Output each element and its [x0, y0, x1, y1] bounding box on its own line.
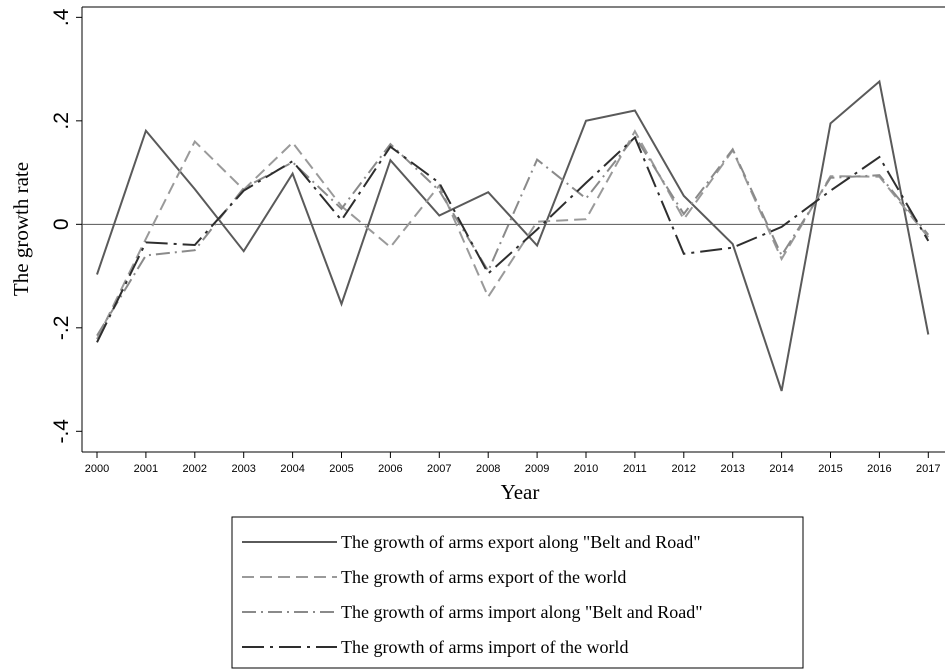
x-tick-label: 2009 [525, 463, 549, 475]
x-tick-label: 2003 [231, 463, 255, 475]
x-tick-label: 2015 [818, 463, 842, 475]
y-tick-label: 0 [50, 218, 73, 230]
y-tick-label: -.4 [50, 419, 73, 444]
series-line-2 [96, 129, 930, 340]
y-tick-label: -.2 [50, 316, 73, 341]
x-tick-label: 2004 [280, 463, 304, 475]
x-tick-label: 2017 [916, 463, 940, 475]
series-line-3 [96, 134, 930, 337]
y-tick-label: .2 [50, 112, 73, 130]
x-tick-label: 2000 [85, 463, 109, 475]
x-tick-label: 2013 [720, 463, 744, 475]
x-tick-label: 2011 [623, 463, 647, 475]
legend-label-2: The growth of arms export of the world [341, 567, 626, 587]
x-tick-label: 2002 [183, 463, 207, 475]
y-axis-title: The growth rate [9, 162, 33, 296]
legend-label-1: The growth of arms export along "Belt an… [341, 532, 701, 552]
x-tick-label: 2014 [769, 463, 793, 475]
x-tick-label: 2005 [329, 463, 353, 475]
legend-label-3: The growth of arms import along "Belt an… [341, 602, 703, 622]
x-tick-label: 2001 [134, 463, 158, 475]
x-axis-title: Year [501, 480, 540, 504]
series-line-4 [96, 135, 930, 343]
x-tick-label: 2010 [574, 463, 598, 475]
x-tick-label: 2008 [476, 463, 500, 475]
x-tick-label: 2012 [672, 463, 696, 475]
x-tick-label: 2016 [867, 463, 891, 475]
legend-label-4: The growth of arms import of the world [341, 637, 628, 657]
x-tick-label: 2007 [427, 463, 451, 475]
series-line-1 [96, 79, 930, 392]
x-tick-label: 2006 [378, 463, 402, 475]
y-tick-label: .4 [50, 8, 73, 26]
